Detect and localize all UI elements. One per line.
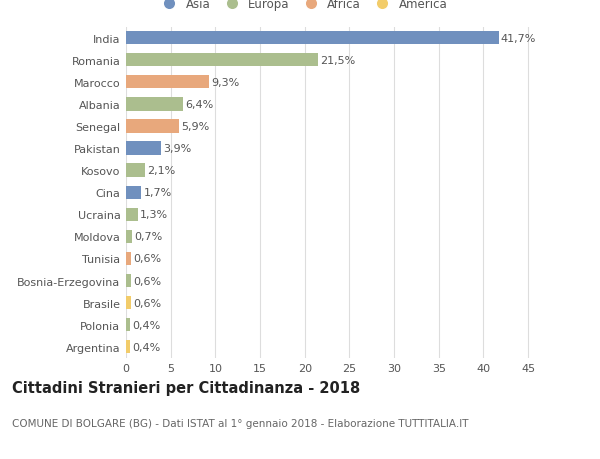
Text: Cittadini Stranieri per Cittadinanza - 2018: Cittadini Stranieri per Cittadinanza - 2… [12,381,360,396]
Text: 1,3%: 1,3% [140,210,168,220]
Text: 2,1%: 2,1% [147,166,175,176]
Bar [126,76,209,89]
Bar [126,120,179,133]
Bar [126,208,137,221]
Bar [126,142,161,155]
Text: COMUNE DI BOLGARE (BG) - Dati ISTAT al 1° gennaio 2018 - Elaborazione TUTTITALIA: COMUNE DI BOLGARE (BG) - Dati ISTAT al 1… [12,418,469,428]
Bar [126,297,131,309]
Text: 1,7%: 1,7% [143,188,172,198]
Bar [126,164,145,177]
Text: 0,4%: 0,4% [132,320,160,330]
Bar [126,319,130,331]
Bar [126,186,141,199]
Legend: Asia, Europa, Africa, America: Asia, Europa, Africa, America [155,0,450,13]
Text: 6,4%: 6,4% [185,100,214,110]
Bar [126,32,499,45]
Text: 0,6%: 0,6% [134,276,162,286]
Text: 9,3%: 9,3% [211,78,239,88]
Text: 5,9%: 5,9% [181,122,209,132]
Text: 21,5%: 21,5% [320,56,356,66]
Text: 41,7%: 41,7% [501,34,536,44]
Text: 0,4%: 0,4% [132,342,160,352]
Bar [126,98,183,111]
Text: 0,6%: 0,6% [134,254,162,264]
Bar [126,274,131,287]
Bar [126,54,318,67]
Bar [126,341,130,353]
Bar [126,252,131,265]
Bar [126,230,132,243]
Text: 0,6%: 0,6% [134,298,162,308]
Text: 0,7%: 0,7% [134,232,163,242]
Text: 3,9%: 3,9% [163,144,191,154]
